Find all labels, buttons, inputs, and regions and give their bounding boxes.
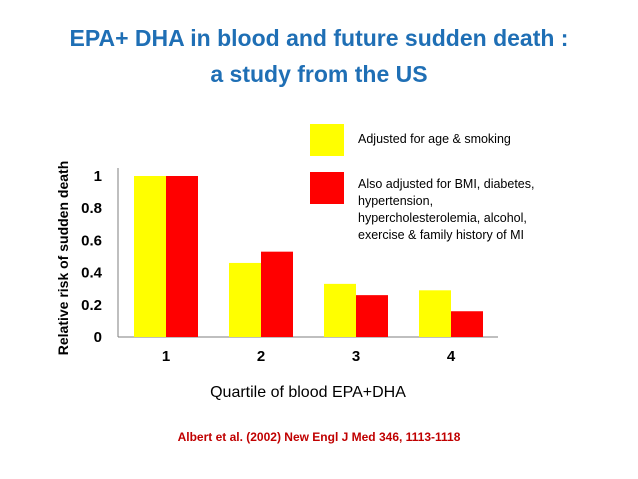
chart-title-line-1: EPA+ DHA in blood and future sudden deat… [69,25,569,51]
y-tick-label-1: 0.2 [81,297,102,314]
citation: Albert et al. (2002) New Engl J Med 346,… [177,430,461,444]
bar-yellow-q4 [419,290,451,337]
x-tick-label-1: 1 [162,348,170,365]
legend-swatch-red [310,172,344,204]
bar-red-q3 [356,295,388,337]
y-tick-label-3: 0.6 [81,232,102,249]
bar-red-q4 [451,311,483,337]
x-tick-label-3: 3 [352,348,360,365]
y-tick-label-4: 0.8 [81,200,102,217]
legend-label-red-line-0: Also adjusted for BMI, diabetes, [358,177,534,191]
x-tick-label-2: 2 [257,348,265,365]
y-axis-label: Relative risk of sudden death [55,161,71,356]
legend-label-yellow: Adjusted for age & smoking [358,132,511,146]
x-tick-label-4: 4 [447,348,456,365]
legend-swatch-yellow [310,124,344,156]
y-tick-label-2: 0.4 [81,265,103,282]
bar-yellow-q3 [324,283,356,337]
x-axis-label: Quartile of blood EPA+DHA [210,384,406,401]
legend-label-red-line-2: hypercholesterolemia, alcohol, [358,211,527,225]
y-tick-label-0: 0 [94,329,102,346]
chart-title-line-2: a study from the US [210,61,428,87]
bar-red-q1 [166,176,198,337]
bar-yellow-q1 [134,176,166,337]
bar-yellow-q2 [229,262,261,337]
legend-label-red-line-1: hypertension, [358,194,433,208]
bar-red-q2 [261,251,293,337]
y-tick-label-5: 1 [94,168,102,185]
legend-label-red-line-3: exercise & family history of MI [358,228,524,242]
